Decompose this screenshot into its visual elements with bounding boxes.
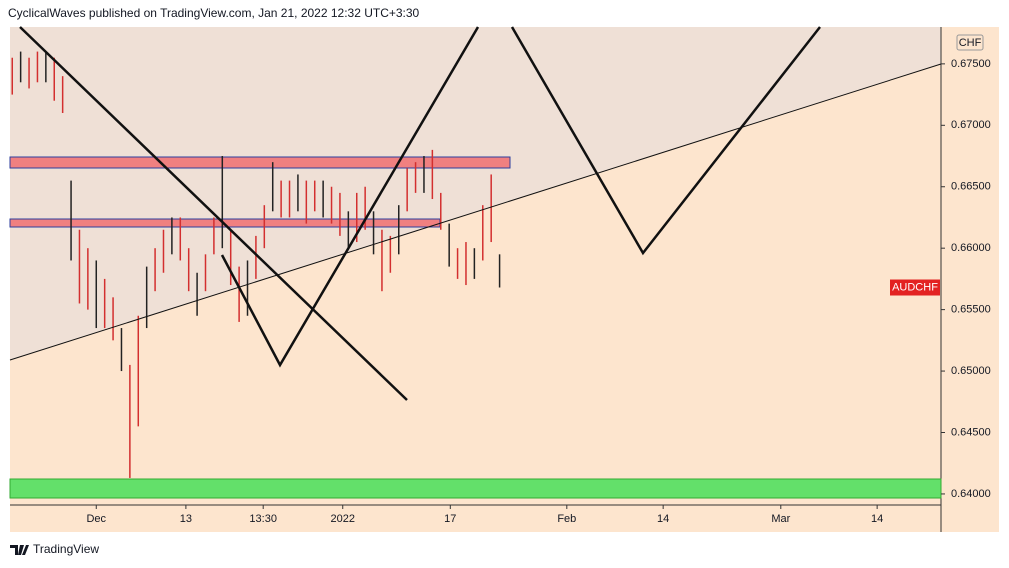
- x-tick-label: 13: [180, 513, 192, 525]
- x-tick-label: Feb: [557, 513, 576, 525]
- x-tick-label: 14: [657, 513, 669, 525]
- y-tick-label: 0.64000: [951, 488, 991, 500]
- upper-region: [10, 27, 941, 360]
- x-tick-label: Dec: [86, 513, 106, 525]
- y-tick-label: 0.66000: [951, 242, 991, 254]
- y-tick-label: 0.64500: [951, 426, 991, 438]
- drawing: [510, 26, 821, 256]
- x-tick-label: 14: [871, 513, 883, 525]
- x-tick-label: 2022: [330, 513, 354, 525]
- y-tick-label: 0.65000: [951, 365, 991, 377]
- drawing: [220, 26, 480, 368]
- brand: TradingView: [33, 542, 99, 556]
- y-tick-label: 0.65500: [951, 304, 991, 316]
- symbol-label: AUDCHF: [892, 281, 938, 293]
- trend-line: [9, 63, 942, 361]
- drawing: [19, 26, 408, 401]
- y-tick-label: 0.66500: [951, 181, 991, 193]
- currency-box: [956, 34, 984, 51]
- zone: [9, 478, 942, 499]
- price-axis: [941, 27, 999, 532]
- last-price-box: [890, 279, 940, 296]
- x-tick-label: 13:30: [249, 513, 277, 525]
- header: CyclicalWaves published on TradingView.c…: [8, 6, 420, 20]
- zone: [9, 156, 511, 169]
- y-tick-label: 0.67000: [951, 119, 991, 131]
- currency-label: CHF: [959, 37, 982, 49]
- x-tick-label: 17: [444, 513, 456, 525]
- logo: [10, 545, 29, 555]
- y-tick-label: 0.67500: [951, 58, 991, 70]
- x-tick-label: Mar: [771, 513, 790, 525]
